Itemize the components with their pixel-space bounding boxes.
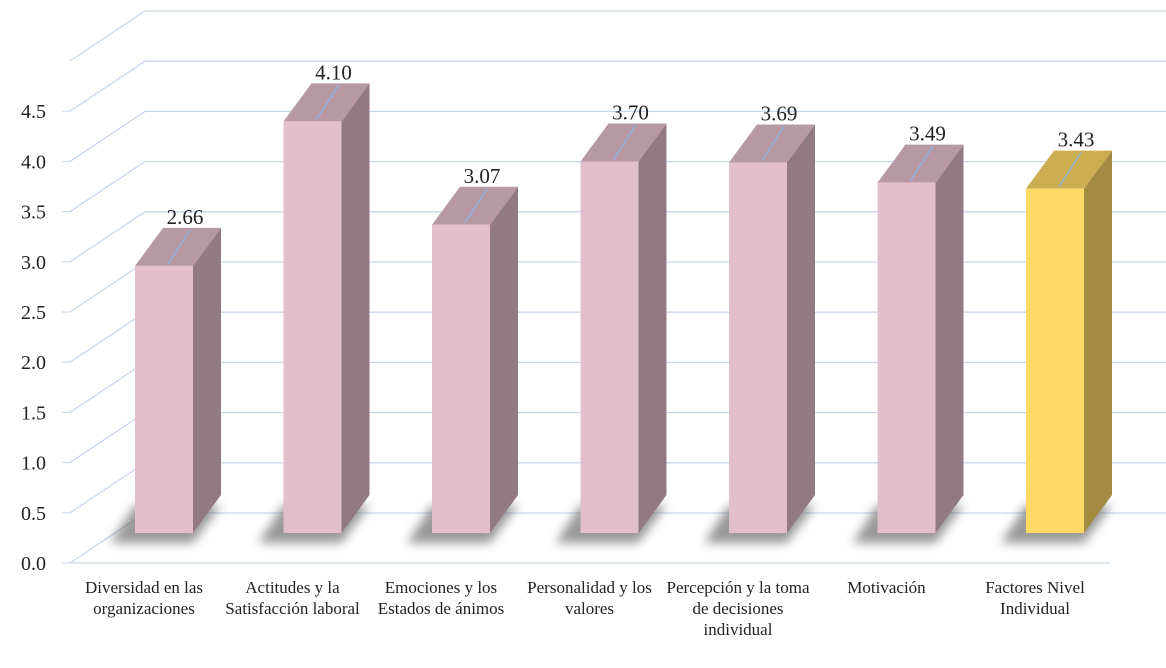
x-tick-label: Percepción y la toma de decisiones indiv… [666,578,810,639]
y-tick-label: 3.5 [21,202,46,224]
y-tick-label: 1.0 [21,453,46,475]
bar-side [490,186,518,533]
bar-side [1084,150,1112,534]
y-tick-label: 2.0 [21,352,46,374]
leader-line [167,229,191,265]
grid-line [69,361,146,413]
bar-side [638,123,667,534]
value-label: 3.07 [464,164,501,188]
bar-top [1026,150,1112,189]
leader-line [315,85,340,120]
grid-line [69,412,146,464]
x-tick-label: Factores Nivel Individual [985,578,1085,618]
bar-side [193,227,221,533]
bar [1026,188,1084,534]
y-tick-label: 0.5 [21,503,46,525]
bar [877,182,936,533]
value-label: 3.70 [612,101,649,125]
y-tick-label: 0.0 [21,553,46,575]
bar [580,161,639,533]
y-tick-label: 4.5 [21,101,46,123]
grid-line [69,60,146,112]
bar-side [341,83,370,534]
bar-top [283,83,370,122]
value-label: 4.10 [315,60,352,84]
value-label: 2.66 [167,205,204,229]
grid-line [69,10,146,62]
leader-line [464,188,488,224]
grid-line [69,261,146,313]
value-label: 3.69 [761,102,798,126]
x-tick-label: Diversidad en las organizaciones [84,578,204,618]
bar-side [787,124,815,534]
bar-side [935,144,964,533]
bar-top [877,144,964,183]
bar [432,224,490,533]
x-tick-label: Actitudes y la Satisfacción laboral [225,578,360,618]
bar-top [580,123,667,162]
bar [283,121,342,534]
x-tick-label: Motivación [847,578,926,597]
grid-line [69,110,146,162]
leader-line [612,125,637,160]
y-tick-label: 1.5 [21,402,46,424]
bar-top [135,227,221,266]
grid-line [69,462,146,514]
leader-line [761,126,785,161]
y-tick-label: 3.0 [21,252,46,274]
grid-line [69,161,146,213]
y-tick-label: 2.5 [21,302,46,324]
x-tick-label: Personalidad y los valores [527,578,652,618]
grid-line [69,211,146,263]
bar [729,162,787,534]
bar [135,265,193,533]
bar-top [432,186,518,225]
leader-line [1058,152,1082,187]
x-tick-label: Emociones y los Estados de ánimos [377,578,505,618]
value-label: 3.43 [1058,128,1095,152]
grid-line [69,311,146,363]
y-tick-label: 4.0 [21,151,46,173]
bar-top [729,124,815,163]
value-label: 3.49 [909,122,946,146]
leader-line [909,146,934,181]
